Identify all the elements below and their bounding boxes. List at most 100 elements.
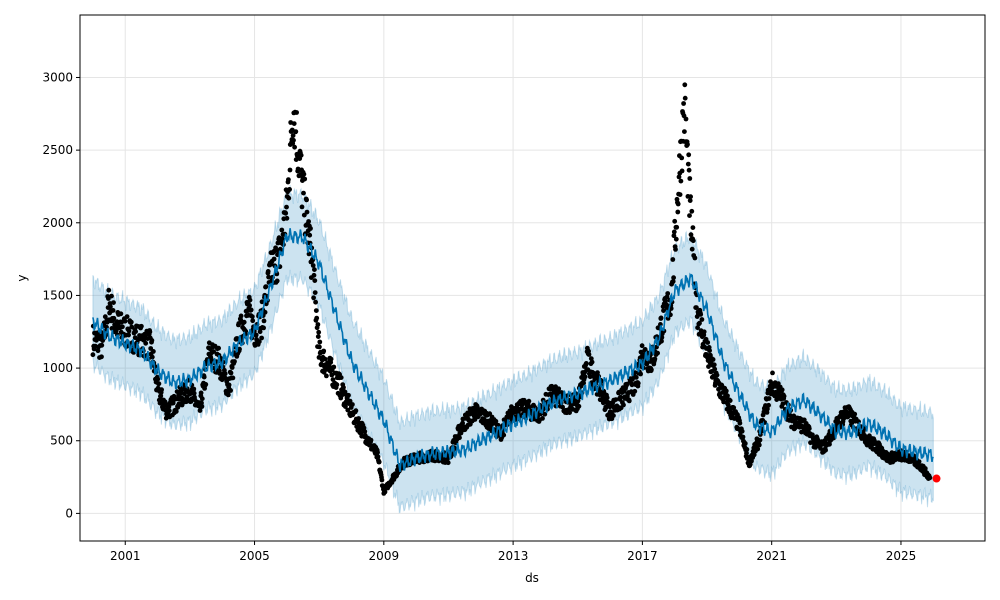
observed-point	[111, 315, 117, 321]
observed-point	[810, 432, 815, 438]
observed-point	[314, 315, 320, 321]
observed-point	[679, 168, 685, 174]
observed-point	[208, 355, 214, 361]
observed-point	[710, 357, 716, 362]
observed-point	[770, 370, 775, 376]
observed-point	[701, 329, 707, 335]
observed-point	[284, 204, 289, 210]
last-point-group	[932, 474, 941, 483]
observed-point	[688, 194, 693, 200]
observed-point	[583, 361, 589, 366]
observed-point	[166, 408, 172, 414]
observed-point	[445, 460, 451, 466]
observed-point	[338, 375, 344, 380]
observed-point	[311, 272, 317, 278]
observed-point	[493, 418, 499, 424]
observed-point	[707, 348, 712, 353]
observed-point	[232, 359, 237, 364]
observed-point	[706, 364, 711, 369]
observed-point	[742, 441, 748, 446]
observed-point	[124, 314, 130, 319]
observed-point	[714, 372, 720, 378]
observed-point	[692, 255, 698, 261]
observed-point	[681, 101, 686, 106]
observed-point	[306, 219, 311, 224]
observed-point	[682, 95, 688, 101]
observed-point	[673, 236, 679, 242]
observed-point	[635, 380, 641, 386]
observed-point	[694, 305, 699, 310]
observed-point	[346, 392, 351, 398]
observed-point	[294, 110, 299, 115]
observed-point	[665, 291, 671, 296]
observed-point	[312, 267, 317, 272]
observed-point	[540, 416, 545, 421]
observed-point	[671, 233, 677, 239]
observed-point	[292, 144, 297, 150]
observed-point	[147, 329, 153, 335]
y-tick-label: 0	[65, 506, 73, 520]
observed-point	[238, 313, 244, 319]
observed-point	[334, 382, 340, 388]
plot-background	[80, 15, 985, 541]
observed-point	[286, 195, 292, 201]
observed-point	[259, 335, 264, 341]
observed-point	[687, 198, 693, 204]
observed-point	[618, 395, 624, 400]
observed-point	[632, 388, 638, 394]
observed-point	[222, 371, 228, 377]
observed-point	[271, 256, 277, 262]
observed-point	[661, 308, 666, 313]
observed-point	[779, 387, 785, 393]
observed-point	[106, 287, 112, 293]
observed-point	[317, 339, 323, 345]
observed-point	[291, 137, 296, 143]
observed-point	[587, 374, 593, 380]
observed-point	[629, 382, 635, 388]
observed-point	[673, 247, 678, 252]
observed-point	[198, 390, 204, 396]
observed-point	[275, 240, 281, 246]
observed-point	[312, 278, 318, 283]
observed-point	[765, 406, 770, 412]
observed-point	[927, 475, 933, 481]
observed-point	[655, 350, 660, 356]
observed-point	[801, 417, 807, 423]
observed-point	[191, 390, 197, 396]
observed-point	[361, 425, 367, 431]
observed-point	[128, 319, 134, 325]
observed-point	[310, 263, 316, 268]
observed-point	[313, 308, 319, 313]
observed-point	[712, 366, 718, 372]
observed-point	[678, 178, 684, 184]
observed-point	[315, 322, 321, 327]
observed-point	[203, 382, 209, 387]
observed-point	[345, 407, 351, 413]
observed-point	[683, 116, 689, 122]
observed-point	[236, 321, 242, 326]
observed-point	[99, 342, 105, 348]
observed-point	[675, 209, 681, 215]
observed-point	[353, 408, 359, 414]
observed-point	[122, 318, 128, 324]
observed-point	[228, 388, 234, 393]
observed-point	[595, 370, 600, 375]
observed-point	[283, 210, 289, 216]
observed-point	[301, 190, 306, 196]
observed-point	[199, 400, 204, 406]
observed-point	[382, 489, 388, 495]
observed-point	[322, 356, 328, 362]
x-tick-label: 2001	[110, 549, 141, 563]
observed-point	[690, 238, 696, 244]
observed-point	[290, 133, 296, 139]
y-tick-label: 1000	[42, 361, 73, 375]
y-tick-label: 2000	[42, 216, 73, 230]
y-tick-label: 1500	[42, 288, 73, 302]
observed-point	[687, 176, 693, 181]
observed-point	[675, 201, 681, 207]
observed-point	[677, 192, 683, 198]
observed-point	[308, 226, 313, 231]
observed-point	[261, 325, 266, 331]
observed-point	[473, 411, 478, 416]
